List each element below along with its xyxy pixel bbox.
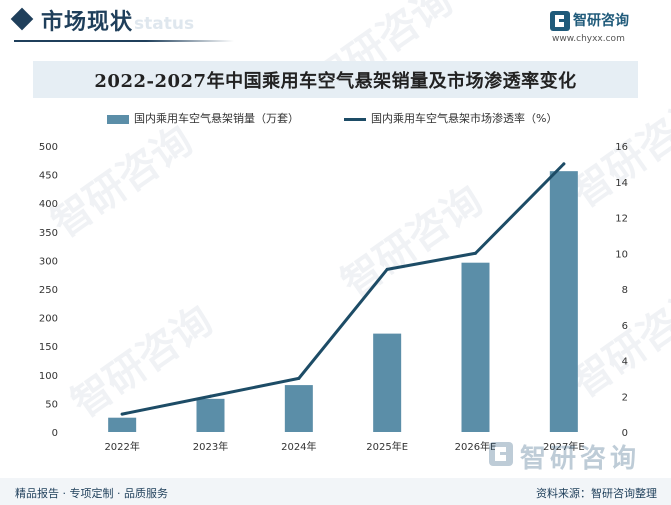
brand-logo-icon	[550, 11, 570, 31]
section-subtitle: status	[134, 14, 195, 34]
y-left-tick-label: 200	[39, 314, 58, 325]
y-right-tick-label: 2	[622, 392, 628, 403]
legend-bar-swatch	[107, 114, 129, 124]
y-left-tick-label: 100	[39, 371, 58, 382]
line-point	[209, 394, 212, 398]
y-left-tick-label: 350	[39, 228, 58, 239]
y-left-tick-label: 250	[39, 285, 58, 296]
y-right-tick-label: 16	[615, 142, 628, 153]
legend-item-penetration: 国内乘用车空气悬架市场渗透率（%）	[344, 110, 557, 126]
line-point	[474, 251, 477, 255]
penetration-line	[120, 162, 566, 416]
y-right-tick-label: 10	[615, 249, 628, 260]
brand-url: www.chyxx.com	[552, 34, 625, 44]
y-right-tick-label: 8	[622, 285, 628, 296]
brand-watermark: 智研咨询	[488, 436, 658, 476]
bar-series	[108, 171, 578, 432]
x-tick-label: 2025年E	[366, 440, 408, 453]
bar	[284, 385, 313, 432]
section-title: 市场现状	[41, 10, 134, 35]
legend-label-penetration: 国内乘用车空气悬架市场渗透率（%）	[371, 112, 558, 125]
title-underline	[14, 40, 234, 42]
brand: 智研咨询 www.chyxx.com	[549, 6, 659, 46]
bar	[461, 262, 490, 432]
y-left-tick-label: 0	[52, 428, 58, 439]
y-left-tick-label: 500	[39, 142, 58, 153]
y-axis-right: 0 2 4 6 8 10 12 14 16	[615, 142, 628, 439]
bar	[196, 398, 225, 432]
footer: 精品报告 · 专项定制 · 品质服务 资料来源：智研咨询整理	[0, 478, 671, 505]
brand-name: 智研咨询	[573, 13, 629, 29]
y-right-tick-label: 14	[615, 178, 628, 189]
bar	[373, 333, 402, 432]
y-right-tick-label: 4	[622, 357, 628, 368]
brand-watermark-name: 智研咨询	[520, 444, 641, 474]
line-point	[562, 162, 566, 166]
legend-label-sales: 国内乘用车空气悬架销量（万套）	[134, 112, 299, 125]
line-point	[297, 376, 301, 380]
chart-title: 2022-2027年中国乘用车空气悬架销量及市场渗透率变化	[94, 71, 577, 92]
y-left-tick-label: 450	[39, 171, 58, 182]
legend-line-swatch	[344, 117, 366, 121]
chart-title-band: 2022-2027年中国乘用车空气悬架销量及市场渗透率变化	[33, 61, 638, 98]
legend-item-sales: 国内乘用车空气悬架销量（万套）	[107, 110, 299, 126]
bar	[549, 171, 578, 432]
footer-source: 资料来源：智研咨询整理	[536, 487, 657, 500]
x-tick-label: 2026年E	[455, 440, 497, 453]
y-axis-left: 0 50 100 150 200 250 300 350 400 450 500	[39, 142, 58, 439]
x-tick-label: 2027年E	[543, 440, 585, 453]
chart-legend: 国内乘用车空气悬架销量（万套） 国内乘用车空气悬架市场渗透率（%）	[0, 108, 671, 128]
line-point	[385, 267, 389, 271]
y-left-tick-label: 150	[39, 342, 58, 353]
line-point	[120, 412, 124, 416]
footer-tagline: 精品报告 · 专项定制 · 品质服务	[15, 487, 168, 500]
brand-watermark-logo-icon	[489, 442, 513, 466]
x-tick-label: 2024年	[281, 440, 316, 453]
y-left-tick-label: 300	[39, 256, 58, 267]
y-left-tick-label: 50	[45, 399, 58, 410]
x-axis: 2022年 2023年 2024年 2025年E 2026年E 2027年E	[104, 440, 584, 453]
x-tick-label: 2023年	[193, 440, 228, 453]
bar	[108, 417, 137, 432]
y-right-tick-label: 12	[615, 214, 628, 225]
header: 市场现状 status	[0, 0, 671, 50]
line-series	[120, 162, 566, 416]
x-tick-label: 2022年	[104, 440, 139, 453]
y-right-tick-label: 0	[622, 428, 628, 439]
y-right-tick-label: 6	[622, 321, 628, 332]
y-left-tick-label: 400	[39, 199, 58, 210]
